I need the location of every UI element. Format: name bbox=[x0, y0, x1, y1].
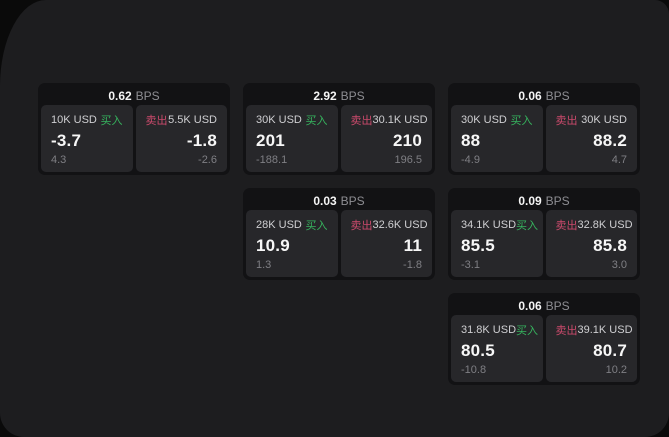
sell-label: 卖出 bbox=[350, 220, 373, 232]
sell-tile[interactable]: 卖出 32.6K USD 11 -1.8 bbox=[340, 210, 432, 277]
bps-value: 2.92 bbox=[313, 88, 337, 103]
card-header: 0.06 BPS bbox=[451, 296, 637, 315]
buy-tile[interactable]: 34.1K USD 买入 85.5 -3.1 bbox=[451, 210, 543, 277]
sell-value: 11 bbox=[403, 236, 422, 256]
bps-unit-label: BPS bbox=[545, 88, 570, 103]
quote-tiles: 28K USD 买入 10.9 1.3 卖出 32.6K USD 11 -1.8 bbox=[246, 210, 432, 277]
sell-tile[interactable]: 卖出 5.5K USD -1.8 -2.6 bbox=[135, 105, 227, 172]
quote-tiles: 34.1K USD 买入 85.5 -3.1 卖出 32.8K USD 85.8… bbox=[451, 210, 637, 277]
buy-value: 85.5 bbox=[461, 236, 495, 256]
buy-amount: 10K USD bbox=[51, 114, 97, 126]
bps-value: 0.06 bbox=[518, 298, 542, 313]
quote-card: 0.06 BPS 31.8K USD 买入 80.5 -10.8 卖出 39.1… bbox=[448, 293, 640, 385]
bps-value: 0.62 bbox=[108, 88, 132, 103]
sell-sub-value: 196.5 bbox=[394, 153, 422, 166]
buy-value: 201 bbox=[256, 131, 285, 151]
buy-label: 买入 bbox=[305, 115, 328, 127]
sell-label: 卖出 bbox=[555, 220, 578, 232]
buy-sub-value: -188.1 bbox=[256, 153, 288, 166]
quote-tiles: 10K USD 买入 -3.7 4.3 卖出 5.5K USD -1.8 -2.… bbox=[41, 105, 227, 172]
buy-sub-value: 1.3 bbox=[256, 258, 272, 271]
buy-sub-value: 4.3 bbox=[51, 153, 67, 166]
buy-value: 88 bbox=[461, 131, 481, 151]
buy-label: 买入 bbox=[100, 115, 123, 127]
sell-sub-value: -2.6 bbox=[198, 153, 217, 166]
buy-amount: 28K USD bbox=[256, 219, 302, 231]
bps-unit-label: BPS bbox=[340, 88, 365, 103]
buy-amount: 31.8K USD bbox=[461, 324, 517, 336]
sell-label: 卖出 bbox=[145, 115, 168, 127]
sell-value: -1.8 bbox=[186, 131, 217, 151]
buy-value: -3.7 bbox=[51, 131, 82, 151]
sell-sub-value: 4.7 bbox=[611, 153, 627, 166]
sell-amount: 30K USD bbox=[581, 114, 627, 126]
buy-label: 买入 bbox=[516, 325, 539, 337]
quote-card: 0.09 BPS 34.1K USD 买入 85.5 -3.1 卖出 32.8K… bbox=[448, 188, 640, 280]
card-header: 2.92 BPS bbox=[246, 86, 432, 105]
buy-tile[interactable]: 30K USD 买入 88 -4.9 bbox=[451, 105, 543, 172]
buy-amount: 30K USD bbox=[461, 114, 507, 126]
buy-amount: 34.1K USD bbox=[461, 219, 517, 231]
quote-card: 2.92 BPS 30K USD 买入 201 -188.1 卖出 30.1K … bbox=[243, 83, 435, 175]
buy-label: 买入 bbox=[516, 220, 539, 232]
bps-value: 0.09 bbox=[518, 193, 542, 208]
quote-tiles: 30K USD 买入 88 -4.9 卖出 30K USD 88.2 4.7 bbox=[451, 105, 637, 172]
card-header: 0.09 BPS bbox=[451, 191, 637, 210]
bps-value: 0.06 bbox=[518, 88, 542, 103]
sell-label: 卖出 bbox=[555, 325, 578, 337]
sell-sub-value: -1.8 bbox=[403, 258, 422, 271]
quote-card: 0.03 BPS 28K USD 买入 10.9 1.3 卖出 32.6K US… bbox=[243, 188, 435, 280]
bps-unit-label: BPS bbox=[135, 88, 160, 103]
sell-amount: 5.5K USD bbox=[168, 114, 217, 126]
buy-tile[interactable]: 31.8K USD 买入 80.5 -10.8 bbox=[451, 315, 543, 382]
buy-value: 10.9 bbox=[256, 236, 290, 256]
quote-tiles: 31.8K USD 买入 80.5 -10.8 卖出 39.1K USD 80.… bbox=[451, 315, 637, 382]
sell-amount: 32.6K USD bbox=[372, 219, 428, 231]
sell-value: 88.2 bbox=[593, 131, 627, 151]
sell-value: 80.7 bbox=[593, 341, 627, 361]
sell-amount: 32.8K USD bbox=[577, 219, 633, 231]
sell-tile[interactable]: 卖出 39.1K USD 80.7 10.2 bbox=[545, 315, 637, 382]
sell-tile[interactable]: 卖出 30K USD 88.2 4.7 bbox=[545, 105, 637, 172]
buy-amount: 30K USD bbox=[256, 114, 302, 126]
sell-value: 85.8 bbox=[593, 236, 627, 256]
buy-tile[interactable]: 28K USD 买入 10.9 1.3 bbox=[246, 210, 338, 277]
sell-tile[interactable]: 卖出 30.1K USD 210 196.5 bbox=[340, 105, 432, 172]
sell-sub-value: 3.0 bbox=[611, 258, 627, 271]
sell-sub-value: 10.2 bbox=[605, 363, 627, 376]
card-header: 0.06 BPS bbox=[451, 86, 637, 105]
quote-card-grid: 0.62 BPS 10K USD 买入 -3.7 4.3 卖出 5.5K USD bbox=[38, 83, 640, 385]
buy-sub-value: -10.8 bbox=[461, 363, 487, 376]
buy-sub-value: -4.9 bbox=[461, 153, 480, 166]
sell-tile[interactable]: 卖出 32.8K USD 85.8 3.0 bbox=[545, 210, 637, 277]
bps-unit-label: BPS bbox=[545, 193, 570, 208]
buy-value: 80.5 bbox=[461, 341, 495, 361]
buy-label: 买入 bbox=[305, 220, 328, 232]
card-header: 0.03 BPS bbox=[246, 191, 432, 210]
buy-label: 买入 bbox=[510, 115, 533, 127]
buy-tile[interactable]: 10K USD 买入 -3.7 4.3 bbox=[41, 105, 133, 172]
bps-unit-label: BPS bbox=[545, 298, 570, 313]
card-header: 0.62 BPS bbox=[41, 86, 227, 105]
sell-amount: 30.1K USD bbox=[372, 114, 428, 126]
buy-tile[interactable]: 30K USD 买入 201 -188.1 bbox=[246, 105, 338, 172]
bps-value: 0.03 bbox=[313, 193, 337, 208]
sell-amount: 39.1K USD bbox=[577, 324, 633, 336]
bps-unit-label: BPS bbox=[340, 193, 365, 208]
sell-label: 卖出 bbox=[555, 115, 578, 127]
sell-label: 卖出 bbox=[350, 115, 373, 127]
buy-sub-value: -3.1 bbox=[461, 258, 480, 271]
sell-value: 210 bbox=[393, 131, 422, 151]
quote-card: 0.62 BPS 10K USD 买入 -3.7 4.3 卖出 5.5K USD bbox=[38, 83, 230, 175]
quote-tiles: 30K USD 买入 201 -188.1 卖出 30.1K USD 210 1… bbox=[246, 105, 432, 172]
quote-card: 0.06 BPS 30K USD 买入 88 -4.9 卖出 30K USD bbox=[448, 83, 640, 175]
